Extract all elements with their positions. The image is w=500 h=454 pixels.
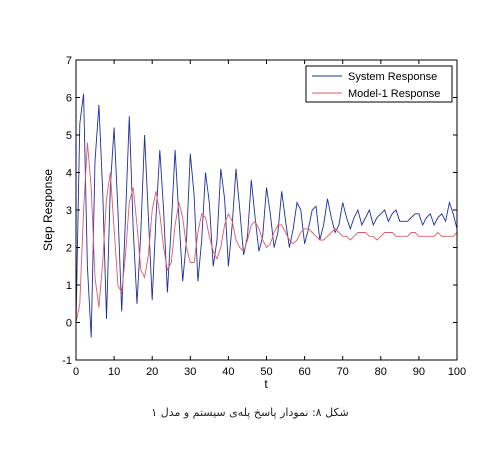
series-line-model-1-response — [75, 142, 458, 323]
plot-frame — [75, 59, 458, 361]
x-axis-label: t — [264, 377, 268, 391]
x-tick-label: 30 — [184, 366, 196, 378]
y-tick-label: 4 — [66, 168, 72, 180]
y-tick-label: 1 — [66, 280, 72, 292]
series-line-system-response — [75, 93, 458, 338]
legend-label-system-response: System Response — [348, 71, 437, 83]
x-tick-label: 20 — [146, 366, 158, 378]
x-tick-label: 100 — [448, 366, 466, 378]
x-tick-label: 90 — [413, 366, 425, 378]
plot-lines — [75, 93, 458, 338]
y-tick-label: 5 — [66, 130, 72, 142]
legend-label-model-1-response: Model-1 Response — [348, 88, 440, 100]
figure-caption: شکل ۸: نمودار پاسخ پله‌ی سیستم و مدل ۱ — [151, 406, 349, 419]
y-tick-label: 2 — [66, 243, 72, 255]
legend-box — [305, 65, 453, 103]
y-tick-label: -1 — [62, 355, 72, 367]
y-tick-label: 0 — [66, 318, 72, 330]
y-axis-label: Step Response — [41, 169, 55, 251]
y-tick-label: 7 — [66, 55, 72, 67]
x-tick-label: 50 — [260, 366, 272, 378]
legend: System Response Model-1 Response — [305, 65, 453, 103]
x-tick-label: 70 — [337, 366, 349, 378]
x-tick-label: 60 — [298, 366, 310, 378]
x-tick-label: 40 — [222, 366, 234, 378]
y-tick-label: 3 — [66, 205, 72, 217]
y-tick-label: 6 — [66, 93, 72, 105]
x-tick-label: 0 — [73, 366, 79, 378]
x-tick-label: 10 — [108, 366, 120, 378]
x-tick-label: 80 — [375, 366, 387, 378]
